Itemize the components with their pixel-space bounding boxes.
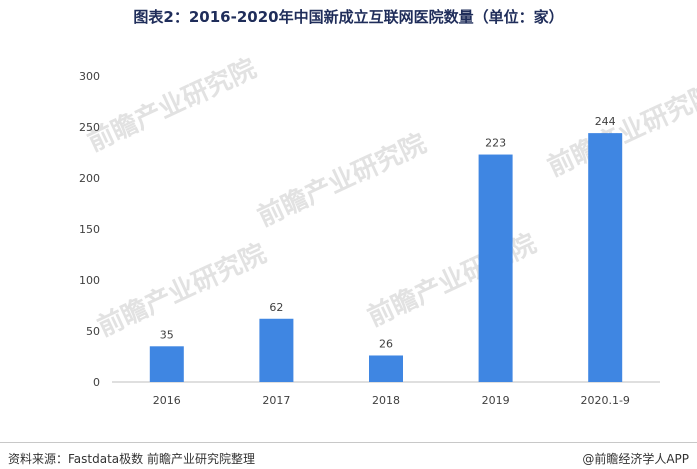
bar (588, 133, 623, 382)
y-tick-label: 100 (79, 274, 100, 287)
x-tick-label: 2020.1-9 (580, 394, 629, 407)
y-tick-label: 300 (79, 70, 100, 83)
bar (478, 154, 513, 382)
y-tick-label: 50 (86, 325, 100, 338)
y-tick-label: 250 (79, 121, 100, 134)
brand-label: @前瞻经济学人APP (582, 452, 689, 466)
bar (149, 346, 184, 382)
data-label: 62 (269, 301, 283, 314)
x-tick-label: 2017 (262, 394, 290, 407)
bar-chart: 0 50 100 150 200 250 300 35 2016 62 2017 26 2018 223 2… (79, 70, 660, 407)
bar (369, 355, 403, 382)
data-label: 244 (595, 115, 616, 128)
y-tick-label: 0 (93, 376, 100, 389)
source-note: 资料来源：Fastdata极数 前瞻产业研究院整理 (8, 452, 255, 466)
y-tick-label: 200 (79, 172, 100, 185)
x-tick-label: 2018 (372, 394, 400, 407)
x-tick-label: 2019 (482, 394, 510, 407)
y-tick-label: 150 (79, 223, 100, 236)
bar (259, 318, 294, 382)
x-tick-label: 2016 (153, 394, 181, 407)
data-label: 26 (379, 337, 393, 350)
data-label: 223 (485, 137, 506, 150)
footer: 资料来源：Fastdata极数 前瞻产业研究院整理 @前瞻经济学人APP (0, 442, 697, 469)
data-label: 35 (160, 328, 174, 341)
chart-title: 图表2：2016-2020年中国新成立互联网医院数量（单位：家） (133, 8, 564, 26)
